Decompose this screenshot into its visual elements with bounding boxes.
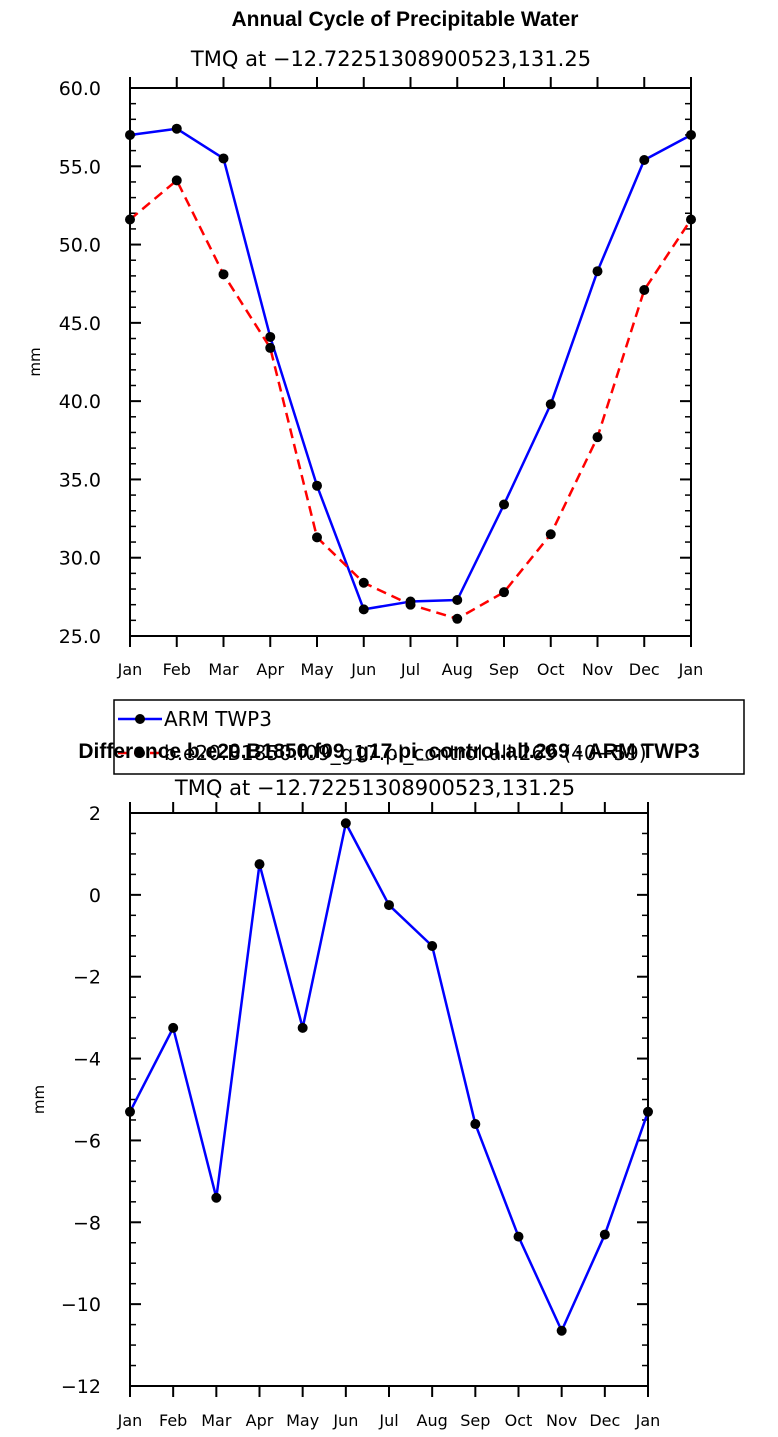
x-tick-label: Mar xyxy=(208,660,239,679)
y-tick-label: 45.0 xyxy=(59,313,101,335)
data-point xyxy=(513,1231,524,1242)
data-point xyxy=(545,399,556,410)
y-tick-label: 2 xyxy=(89,803,101,825)
data-point xyxy=(639,155,650,166)
data-point xyxy=(452,613,463,624)
plot-frame xyxy=(129,87,692,637)
data-point xyxy=(499,587,509,598)
chart-subtitle: TMQ at −12.72251308900523,131.25 xyxy=(174,776,575,800)
x-tick-label: Apr xyxy=(246,1411,274,1430)
data-point xyxy=(254,859,265,870)
chart-subtitle: TMQ at −12.72251308900523,131.25 xyxy=(190,47,591,71)
x-tick-label: Nov xyxy=(582,660,613,679)
data-point xyxy=(358,577,369,588)
data-point xyxy=(358,604,369,615)
plot-frame xyxy=(129,812,649,1387)
data-point xyxy=(470,1119,481,1130)
data-point xyxy=(218,269,229,280)
x-tick-label: Jul xyxy=(400,660,420,679)
y-tick-label: −4 xyxy=(73,1049,101,1071)
x-tick-label: Apr xyxy=(256,660,284,679)
chart-title: Annual Cycle of Precipitable Water xyxy=(232,8,579,31)
x-tick-label: Jan xyxy=(117,1411,143,1430)
data-point xyxy=(171,123,182,134)
x-tick-label: Nov xyxy=(546,1411,577,1430)
x-tick-label: Oct xyxy=(505,1411,533,1430)
x-tick-label: Jan xyxy=(117,660,143,679)
data-point xyxy=(592,266,603,277)
x-tick-label: Jan xyxy=(678,660,704,679)
y-tick-label: −2 xyxy=(73,967,101,989)
data-point xyxy=(686,129,696,140)
data-point xyxy=(265,342,276,353)
data-point xyxy=(643,1106,653,1117)
x-tick-label: Feb xyxy=(159,1411,187,1430)
series-line-1 xyxy=(129,127,692,611)
y-tick-label: 40.0 xyxy=(59,391,101,413)
x-tick-label: Oct xyxy=(537,660,565,679)
data-point xyxy=(297,1022,308,1033)
y-tick-label: −12 xyxy=(61,1376,101,1398)
legend-swatch-marker xyxy=(135,748,145,758)
x-tick-label: Sep xyxy=(489,660,519,679)
data-point xyxy=(599,1229,610,1240)
y-tick-label: 55.0 xyxy=(59,156,101,178)
chart-2 xyxy=(125,802,653,1397)
data-point xyxy=(171,175,182,186)
chart-title: Difference b.e20.B1850.f09_g17.pi_contro… xyxy=(78,740,699,763)
data-point xyxy=(556,1325,567,1336)
y-tick-label: 50.0 xyxy=(59,235,101,257)
x-tick-label: Jul xyxy=(378,1411,398,1430)
data-point xyxy=(405,599,416,610)
data-point xyxy=(312,532,322,543)
data-point xyxy=(427,941,438,952)
data-point xyxy=(125,1106,135,1117)
data-point xyxy=(545,529,556,540)
y-tick-label: 25.0 xyxy=(59,626,101,648)
x-tick-label: Dec xyxy=(629,660,660,679)
y-tick-label: 35.0 xyxy=(59,469,101,491)
data-point xyxy=(211,1192,222,1203)
data-point xyxy=(125,214,135,225)
y-tick-label: −10 xyxy=(61,1294,101,1316)
x-tick-label: Jun xyxy=(332,1411,358,1430)
y-tick-label: 30.0 xyxy=(59,548,101,570)
x-tick-label: Jun xyxy=(350,660,376,679)
y-tick-label: −6 xyxy=(73,1130,101,1152)
x-tick-label: Aug xyxy=(417,1411,448,1430)
y-tick-label: −8 xyxy=(73,1212,101,1234)
data-point xyxy=(168,1022,179,1033)
data-point xyxy=(125,129,135,140)
data-point xyxy=(639,284,650,295)
data-point xyxy=(499,499,509,510)
y-axis-label: mm xyxy=(26,347,44,376)
y-axis-label: mm xyxy=(30,1085,48,1114)
data-point xyxy=(686,214,696,225)
x-tick-label: Sep xyxy=(460,1411,490,1430)
x-tick-label: Aug xyxy=(442,660,473,679)
legend-label: b.e20.B1850.f09_g17.pi_control.all.269 (… xyxy=(164,741,647,765)
data-point xyxy=(452,594,463,605)
data-point xyxy=(265,331,276,342)
legend-label: ARM TWP3 xyxy=(164,707,272,731)
x-tick-label: Dec xyxy=(589,1411,620,1430)
legend-box xyxy=(113,699,745,775)
series-line-1 xyxy=(128,821,650,1332)
x-tick-label: Feb xyxy=(163,660,191,679)
x-tick-label: May xyxy=(300,660,333,679)
data-point xyxy=(384,900,394,911)
x-tick-label: May xyxy=(286,1411,319,1430)
data-point xyxy=(312,480,322,491)
y-tick-label: 60.0 xyxy=(59,78,101,100)
data-point xyxy=(218,153,229,164)
x-tick-label: Jan xyxy=(635,1411,661,1430)
chart-1 xyxy=(113,77,745,775)
legend-swatch-marker xyxy=(135,714,145,724)
y-tick-label: 0 xyxy=(89,885,101,907)
data-point xyxy=(592,432,603,443)
x-tick-label: Mar xyxy=(201,1411,232,1430)
data-point xyxy=(340,818,351,829)
